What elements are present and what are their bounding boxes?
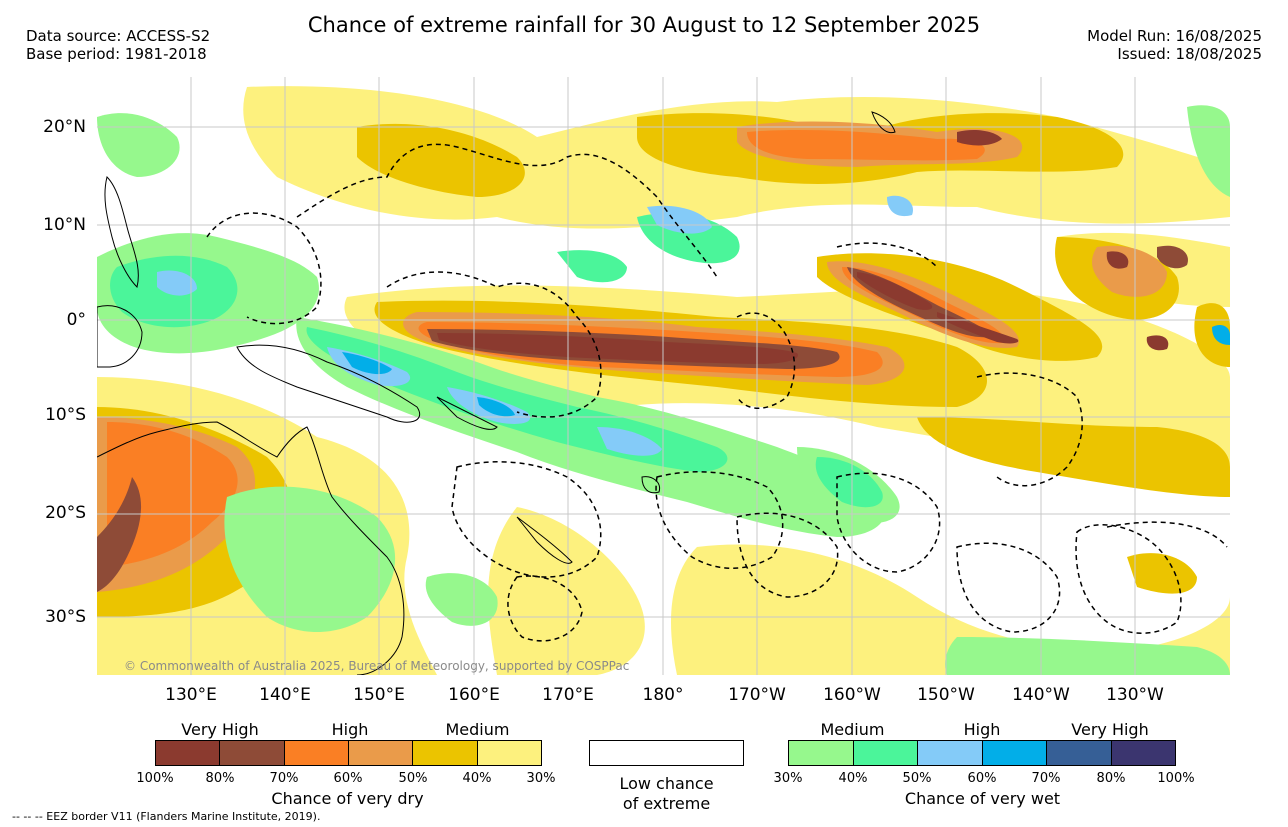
lat-label-30s: 30°S: [45, 607, 86, 627]
wet-level-high: High: [963, 720, 1001, 739]
lat-label-20s: 20°S: [45, 503, 86, 523]
solomon-coast: [436, 396, 498, 430]
dry-level-medium: Medium: [445, 720, 510, 739]
wet-tick: 40%: [838, 771, 868, 786]
dry-tick: 40%: [462, 771, 492, 786]
wet-caption: Chance of very wet: [904, 789, 1061, 808]
lon-label-140w: 140°W: [1012, 685, 1070, 705]
coastlines: [97, 111, 896, 675]
wet-swatch-4: [982, 741, 1047, 765]
lat-label-10n: 10°N: [43, 215, 86, 235]
eez-border-note: -- -- -- EEZ border V11 (Flanders Marine…: [12, 810, 321, 823]
issued-date: Issued: 18/08/2025: [1117, 45, 1262, 63]
graticule: [97, 77, 1230, 675]
meta-left: Data source: ACCESS-S2 Base period: 1981…: [26, 27, 210, 63]
dry-swatch-2: [220, 741, 285, 765]
dry-tick: 80%: [205, 771, 235, 786]
dry-swatch-6: [477, 741, 541, 765]
wet-tick: 100%: [1157, 771, 1195, 786]
wet-tick: 70%: [1031, 771, 1061, 786]
dry-colorbar: [155, 740, 542, 766]
wet-swatch-5: [1047, 741, 1112, 765]
lon-label-130w: 130°W: [1106, 685, 1164, 705]
low-chance-swatch: [589, 740, 744, 766]
dry-tick: 100%: [136, 771, 174, 786]
lat-label-10s: 10°S: [45, 405, 86, 425]
lon-label-170w: 170°W: [728, 685, 786, 705]
model-run: Model Run: 16/08/2025: [1087, 27, 1262, 45]
wet-tick: 80%: [1096, 771, 1126, 786]
lon-label-150e: 150°E: [353, 685, 405, 705]
low-chance-caption: Low chance of extreme: [589, 774, 744, 814]
lat-label-20n: 20°N: [43, 117, 86, 137]
wet-level-very-high: Very High: [1071, 720, 1149, 739]
wet-swatch-6: [1111, 741, 1175, 765]
dry-tick: 60%: [333, 771, 363, 786]
wet-swatch-3: [918, 741, 983, 765]
lon-label-150w: 150°W: [917, 685, 975, 705]
lon-label-160w: 160°W: [823, 685, 881, 705]
wet-level-medium: Medium: [820, 720, 885, 739]
hawaii-coast: [871, 111, 896, 134]
lat-label-eq: 0°: [66, 310, 86, 330]
dry-swatch-1: [156, 741, 221, 765]
rainfall-map-graphic: [97, 77, 1230, 675]
low-chance-line2: of extreme: [622, 794, 711, 813]
meta-right: Model Run: 16/08/2025 Issued: 18/08/2025: [1087, 27, 1262, 63]
dry-caption: Chance of very dry: [271, 789, 424, 808]
lon-label-170e: 170°E: [542, 685, 594, 705]
wet-swatch-2: [853, 741, 918, 765]
dry-level-high: High: [331, 720, 369, 739]
eez-borders: [206, 143, 1228, 642]
wet-swatch-1: [789, 741, 854, 765]
wet-colorbar: [788, 740, 1176, 766]
philippines-coast: [104, 176, 139, 288]
australia-coast: [97, 421, 405, 675]
base-period: Base period: 1981-2018: [26, 45, 207, 63]
dry-tick: 30%: [526, 771, 556, 786]
map-title: Chance of extreme rainfall for 30 August…: [307, 13, 981, 37]
fiji-coast: [641, 476, 661, 494]
dry-swatch-3: [284, 741, 349, 765]
low-chance-line1: Low chance: [619, 774, 714, 793]
dry-tick: 50%: [398, 771, 428, 786]
lon-label-180: 180°: [642, 685, 684, 705]
wet-tick: 30%: [773, 771, 803, 786]
dry-tick: 70%: [269, 771, 299, 786]
wet-tick: 50%: [902, 771, 932, 786]
data-source: Data source: ACCESS-S2: [26, 27, 211, 45]
wet-tick: 60%: [967, 771, 997, 786]
dry-swatch-5: [413, 741, 478, 765]
borneo-coast: [97, 305, 143, 368]
lon-label-130e: 130°E: [165, 685, 217, 705]
lon-label-160e: 160°E: [448, 685, 500, 705]
new-guinea-coast: [236, 344, 420, 423]
new-caledonia-coast: [516, 516, 573, 564]
copyright-notice: © Commonwealth of Australia 2025, Bureau…: [124, 659, 630, 673]
rainfall-map: [97, 77, 1230, 675]
dry-level-very-high: Very High: [181, 720, 259, 739]
dry-swatch-4: [348, 741, 414, 765]
lon-label-140e: 140°E: [259, 685, 311, 705]
